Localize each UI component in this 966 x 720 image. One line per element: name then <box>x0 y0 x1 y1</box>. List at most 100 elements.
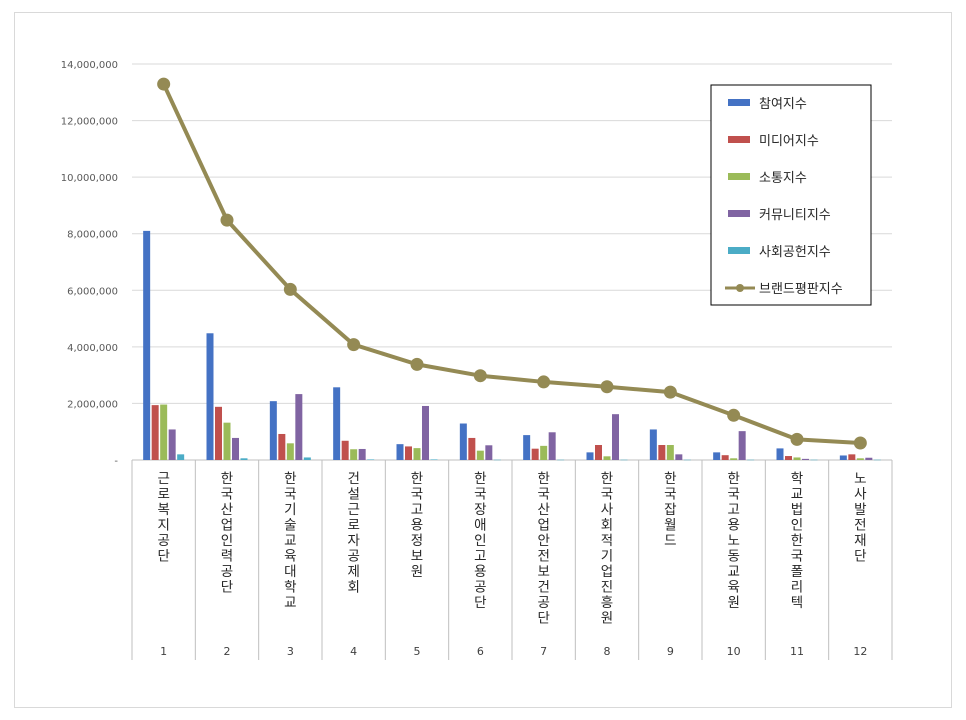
bar <box>721 455 729 460</box>
category-label: 건 <box>537 580 549 596</box>
bar <box>586 452 594 460</box>
bar <box>459 423 467 460</box>
category-label: 학 <box>284 580 296 596</box>
category-label: 한 <box>727 471 739 487</box>
bar <box>873 459 881 461</box>
bar <box>595 445 602 460</box>
category-label: 국 <box>601 487 613 503</box>
bar <box>215 406 222 460</box>
legend-entry: 참여지수 <box>759 97 807 112</box>
bar <box>286 443 294 460</box>
category-label: 진 <box>601 580 613 596</box>
category-label: 회 <box>601 518 613 534</box>
y-tick-label: 10,000,000 <box>61 173 118 184</box>
line-series <box>161 83 861 446</box>
category-label: 정 <box>411 533 423 549</box>
line-point <box>220 213 234 227</box>
bar <box>468 437 476 460</box>
bar <box>350 449 358 460</box>
category-label: 단 <box>474 595 486 611</box>
category-label: 노 <box>854 471 866 487</box>
y-tick-labels: - 2,000,000 4,000,000 6,000,000 8,000,000 10,… <box>61 60 119 467</box>
category-label: 한 <box>411 471 423 487</box>
category-label: 사 <box>854 487 867 503</box>
category-label: 잡 <box>664 502 676 518</box>
line-point <box>537 375 551 389</box>
bar <box>620 459 628 461</box>
category-label: 국 <box>727 487 739 503</box>
line-point <box>727 408 741 422</box>
category-label: 업 <box>221 518 233 534</box>
category-label: 한 <box>537 471 549 487</box>
category-label: 흥 <box>601 595 613 611</box>
category-label: 인 <box>221 533 233 549</box>
bar <box>839 455 847 460</box>
category-label: 대 <box>284 564 296 580</box>
category-label: 기 <box>601 549 613 565</box>
legend-entry: 사회공헌지수 <box>759 245 831 260</box>
category-label: 단 <box>221 580 233 596</box>
legend-swatch <box>728 247 750 254</box>
category-label: 한 <box>474 471 486 487</box>
category-label: 사 <box>601 502 614 518</box>
category-label: 고 <box>727 502 739 518</box>
category-label: 텍 <box>791 595 803 611</box>
category-label: 드 <box>664 533 676 549</box>
rank-label: 4 <box>350 645 357 658</box>
legend-swatch <box>728 136 750 143</box>
category-label: 국 <box>664 487 676 503</box>
bar <box>776 448 784 460</box>
category-label: 건 <box>347 471 359 487</box>
category-label: 로 <box>157 487 169 503</box>
category-label: 단 <box>157 549 169 565</box>
category-label: 교 <box>284 533 296 549</box>
bar <box>548 432 556 460</box>
bar <box>540 445 548 460</box>
rank-label: 5 <box>414 645 421 658</box>
bar <box>738 431 746 460</box>
legend-swatch-marker <box>736 284 744 292</box>
category-label: 공 <box>221 564 233 580</box>
category-label: 로 <box>347 518 359 534</box>
bar <box>603 456 611 460</box>
bar <box>793 457 801 460</box>
bar <box>747 459 755 461</box>
legend-entry: 브랜드평판지수 <box>759 282 843 297</box>
y-tick-label: 2,000,000 <box>67 399 118 410</box>
category-label: 전 <box>854 518 866 534</box>
category-label: 인 <box>791 518 803 534</box>
bar <box>666 445 674 460</box>
category-label: 한 <box>284 471 296 487</box>
line-layer <box>157 77 867 450</box>
category-label: 한 <box>221 471 233 487</box>
category-label: 국 <box>221 487 233 503</box>
category-label: 제 <box>347 564 359 580</box>
category-label: 술 <box>284 518 296 534</box>
bar <box>223 422 231 460</box>
category-label: 설 <box>347 487 359 503</box>
line-point <box>853 436 867 450</box>
category-label: 월 <box>664 518 676 534</box>
category-label: 원 <box>727 595 739 611</box>
category-label: 전 <box>537 549 549 565</box>
bar <box>612 414 619 460</box>
bar <box>341 440 349 460</box>
category-label: 한 <box>664 471 676 487</box>
bar <box>177 454 185 460</box>
bar <box>730 458 738 460</box>
category-label: 국 <box>284 487 296 503</box>
bar <box>413 448 421 460</box>
category-label: 육 <box>727 580 739 596</box>
bar <box>865 457 873 460</box>
category-label: 재 <box>854 533 866 549</box>
category-label: 발 <box>854 502 866 518</box>
rank-label: 6 <box>477 645 484 658</box>
rank-label: 3 <box>287 645 294 658</box>
category-label: 학 <box>791 471 803 487</box>
bar <box>295 394 303 460</box>
bar <box>713 452 721 460</box>
bar <box>802 458 809 460</box>
category-label: 근 <box>157 471 169 487</box>
bar <box>856 458 864 460</box>
